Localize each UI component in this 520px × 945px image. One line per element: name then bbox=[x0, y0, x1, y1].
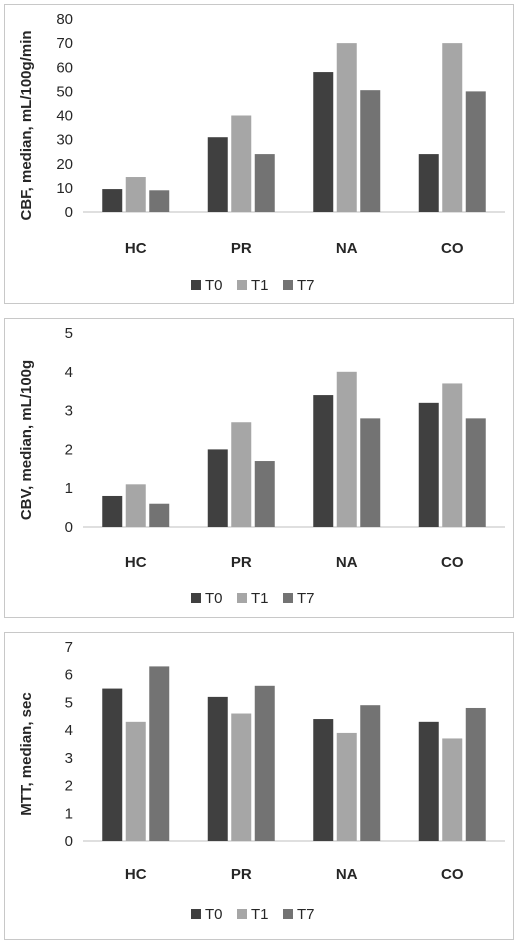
mtt-y-tick-label: 5 bbox=[65, 694, 73, 711]
cbf-legend-swatch-t7 bbox=[283, 280, 293, 290]
cbf-legend-label-t7: T7 bbox=[297, 277, 315, 294]
cbv-legend-swatch-t0 bbox=[191, 593, 201, 603]
mtt-chart-svg: MTT, median, sec 0 1 2 3 4 5 6 7 HC PR NA CO T0 T1 T7 bbox=[18, 639, 505, 923]
mtt-bar-co-t0 bbox=[418, 721, 439, 841]
mtt-y-tick-label: 6 bbox=[65, 667, 73, 684]
cbf-bar-pr-t7 bbox=[254, 154, 275, 212]
cbv-bar-na-t7 bbox=[360, 418, 381, 527]
cbf-y-tick-label: 70 bbox=[56, 35, 73, 52]
cbv-x-tick-label: NA bbox=[336, 554, 358, 571]
mtt-bar-pr-t7 bbox=[254, 685, 275, 841]
mtt-bar-na-t1 bbox=[336, 732, 357, 841]
cbf-bar-na-t7 bbox=[360, 90, 381, 212]
mtt-legend-swatch-t0 bbox=[191, 909, 201, 919]
cbv-y-tick-label: 1 bbox=[65, 480, 73, 497]
cbf-bar-co-t0 bbox=[418, 154, 439, 212]
mtt-y-tick-label: 2 bbox=[65, 778, 73, 795]
cbv-bar-co-t1 bbox=[442, 383, 463, 527]
cbf-y-tick-label: 40 bbox=[56, 108, 73, 125]
mtt-legend-label-t0: T0 bbox=[205, 906, 223, 923]
mtt-bar-hc-t0 bbox=[102, 688, 123, 841]
mtt-y-tick-label: 0 bbox=[65, 833, 73, 850]
cbf-chart-panel: CBF, median, mL/100g/min 0 10 20 30 40 50 60 70 8… bbox=[4, 4, 514, 304]
cbv-legend-label-t7: T7 bbox=[297, 590, 315, 607]
cbv-bar-na-t0 bbox=[313, 395, 334, 527]
cbv-bar-hc-t7 bbox=[149, 503, 170, 527]
cbf-legend-swatch-t1 bbox=[237, 280, 247, 290]
cbv-bar-co-t0 bbox=[418, 402, 439, 527]
mtt-chart-panel: MTT, median, sec 0 1 2 3 4 5 6 7 HC PR NA CO T0 T1 T7 bbox=[4, 632, 514, 940]
cbf-bar-pr-t0 bbox=[207, 137, 228, 212]
cbf-chart-svg: CBF, median, mL/100g/min 0 10 20 30 40 50 60 70 8… bbox=[18, 11, 505, 294]
mtt-y-tick-label: 3 bbox=[65, 750, 73, 767]
cbv-y-tick-label: 0 bbox=[65, 519, 73, 536]
cbf-y-axis-title: CBF, median, mL/100g/min bbox=[18, 30, 35, 220]
mtt-x-tick-label: NA bbox=[336, 866, 358, 883]
cbv-chart-panel: CBV, median, mL/100g 0 1 2 3 4 5 HC PR NA CO T0 T1 T7 bbox=[4, 318, 514, 618]
mtt-bar-na-t0 bbox=[313, 719, 334, 841]
mtt-y-axis-title: MTT, median, sec bbox=[18, 692, 35, 815]
mtt-x-tick-label: HC bbox=[125, 866, 147, 883]
cbv-y-tick-label: 5 bbox=[65, 325, 73, 342]
cbf-x-tick-label: NA bbox=[336, 240, 358, 257]
cbv-x-tick-label: PR bbox=[231, 554, 252, 571]
mtt-x-tick-label: CO bbox=[441, 866, 464, 883]
mtt-bar-na-t7 bbox=[360, 705, 381, 841]
cbv-y-tick-label: 4 bbox=[65, 364, 73, 381]
cbv-y-tick-label: 2 bbox=[65, 441, 73, 458]
cbf-bar-co-t7 bbox=[465, 91, 486, 212]
mtt-legend-label-t7: T7 bbox=[297, 906, 315, 923]
cbf-y-tick-label: 0 bbox=[65, 204, 73, 221]
cbf-legend-label-t1: T1 bbox=[251, 277, 269, 294]
cbv-bar-pr-t7 bbox=[254, 461, 275, 527]
cbf-bar-na-t0 bbox=[313, 72, 334, 212]
cbv-legend-swatch-t7 bbox=[283, 593, 293, 603]
cbf-x-tick-label: HC bbox=[125, 240, 147, 257]
cbv-legend-label-t1: T1 bbox=[251, 590, 269, 607]
cbf-bar-hc-t1 bbox=[125, 177, 146, 212]
cbv-legend-label-t0: T0 bbox=[205, 590, 223, 607]
mtt-legend-swatch-t7 bbox=[283, 909, 293, 919]
cbf-y-tick-label: 80 bbox=[56, 11, 73, 28]
cbv-y-axis-title: CBV, median, mL/100g bbox=[18, 360, 35, 520]
mtt-y-tick-label: 1 bbox=[65, 805, 73, 822]
mtt-legend-swatch-t1 bbox=[237, 909, 247, 919]
cbf-x-tick-label: PR bbox=[231, 240, 252, 257]
mtt-y-tick-label: 7 bbox=[65, 639, 73, 656]
mtt-bar-co-t1 bbox=[442, 738, 463, 841]
cbf-y-tick-label: 50 bbox=[56, 83, 73, 100]
cbv-y-tick-label: 3 bbox=[65, 403, 73, 420]
cbf-bar-co-t1 bbox=[442, 43, 463, 212]
cbv-x-tick-label: CO bbox=[441, 554, 464, 571]
cbf-bar-hc-t0 bbox=[102, 189, 123, 212]
cbf-x-tick-label: CO bbox=[441, 240, 464, 257]
cbv-bar-co-t7 bbox=[465, 418, 486, 527]
cbf-y-tick-label: 30 bbox=[56, 132, 73, 149]
mtt-y-tick-label: 4 bbox=[65, 722, 73, 739]
mtt-bar-co-t7 bbox=[465, 707, 486, 841]
cbv-bar-hc-t1 bbox=[125, 484, 146, 527]
mtt-bar-pr-t0 bbox=[207, 696, 228, 841]
cbv-bar-na-t1 bbox=[336, 371, 357, 527]
cbf-y-tick-label: 60 bbox=[56, 59, 73, 76]
cbf-bar-na-t1 bbox=[336, 43, 357, 212]
cbf-bar-hc-t7 bbox=[149, 190, 170, 212]
mtt-bar-hc-t7 bbox=[149, 666, 170, 841]
cbf-legend-swatch-t0 bbox=[191, 280, 201, 290]
cbf-y-tick-label: 10 bbox=[56, 180, 73, 197]
cbf-legend-label-t0: T0 bbox=[205, 277, 223, 294]
mtt-bar-hc-t1 bbox=[125, 721, 146, 841]
cbv-bar-pr-t0 bbox=[207, 449, 228, 527]
cbf-y-tick-label: 20 bbox=[56, 156, 73, 173]
mtt-legend-label-t1: T1 bbox=[251, 906, 269, 923]
cbv-chart-svg: CBV, median, mL/100g 0 1 2 3 4 5 HC PR NA CO T0 T1 T7 bbox=[18, 325, 505, 607]
cbv-legend-swatch-t1 bbox=[237, 593, 247, 603]
mtt-x-tick-label: PR bbox=[231, 866, 252, 883]
cbv-x-tick-label: HC bbox=[125, 554, 147, 571]
cbv-bar-pr-t1 bbox=[231, 422, 252, 527]
cbv-bar-hc-t0 bbox=[102, 495, 123, 527]
mtt-bar-pr-t1 bbox=[231, 713, 252, 841]
cbf-bar-pr-t1 bbox=[231, 115, 252, 212]
